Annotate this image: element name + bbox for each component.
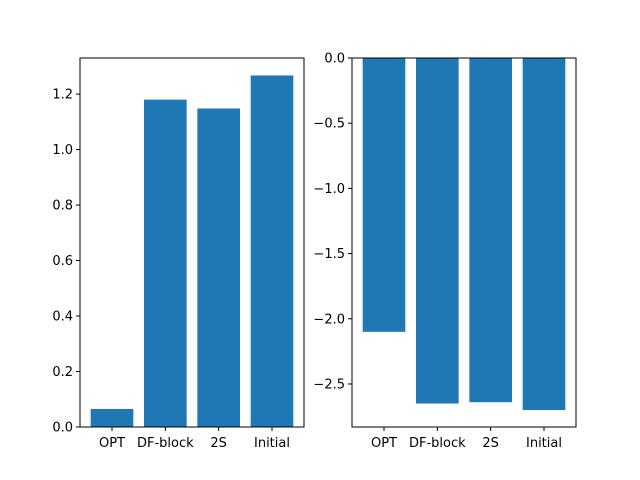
- bar-df-block: [144, 99, 187, 428]
- subplot-left: 0.0 0.2 0.4 0.6 0.8 1.0 1.2 OPT DF-block 2S Initia…: [52, 57, 305, 451]
- y-tick-label: −2.5: [313, 377, 345, 392]
- axes-frame: [79, 57, 305, 428]
- y-tick-label: −1.5: [313, 247, 345, 262]
- y-tick-label: −0.5: [313, 117, 345, 132]
- x-tick-label: DF-block: [137, 436, 194, 451]
- bar-initial: [522, 58, 566, 411]
- x-tick-label: Initial: [526, 436, 562, 451]
- bar-opt: [90, 408, 134, 427]
- axes-frame: [351, 57, 577, 428]
- y-tick-label: −1.0: [313, 182, 345, 197]
- y-tick-label: 0.0: [52, 421, 73, 436]
- x-tick-label: OPT: [371, 436, 397, 451]
- y-tick-label: 0.8: [52, 199, 73, 214]
- x-tick-label: DF-block: [409, 436, 466, 451]
- y-tick-label: 1.2: [52, 88, 73, 103]
- y-tick-label: 1.0: [52, 143, 73, 158]
- bar-2s: [197, 108, 240, 428]
- y-tick-label: 0.6: [52, 254, 73, 269]
- y-tick-label: 0.2: [52, 365, 73, 380]
- y-tick-label: 0.4: [52, 310, 73, 325]
- bar-df-block: [416, 58, 459, 404]
- bar-initial: [250, 75, 294, 427]
- bar-opt: [362, 58, 406, 332]
- subplot-right: 0.0 −0.5 −1.0 −1.5 −2.0 −2.5 OPT DF-block 2S Init…: [313, 52, 577, 451]
- x-tick-label: Initial: [254, 436, 290, 451]
- x-tick-label: 2S: [482, 436, 499, 451]
- y-tick-label: 0.0: [324, 52, 345, 67]
- x-tick-label: 2S: [210, 436, 227, 451]
- x-tick-label: OPT: [99, 436, 125, 451]
- bar-2s: [469, 58, 512, 403]
- y-tick-label: −2.0: [313, 312, 345, 327]
